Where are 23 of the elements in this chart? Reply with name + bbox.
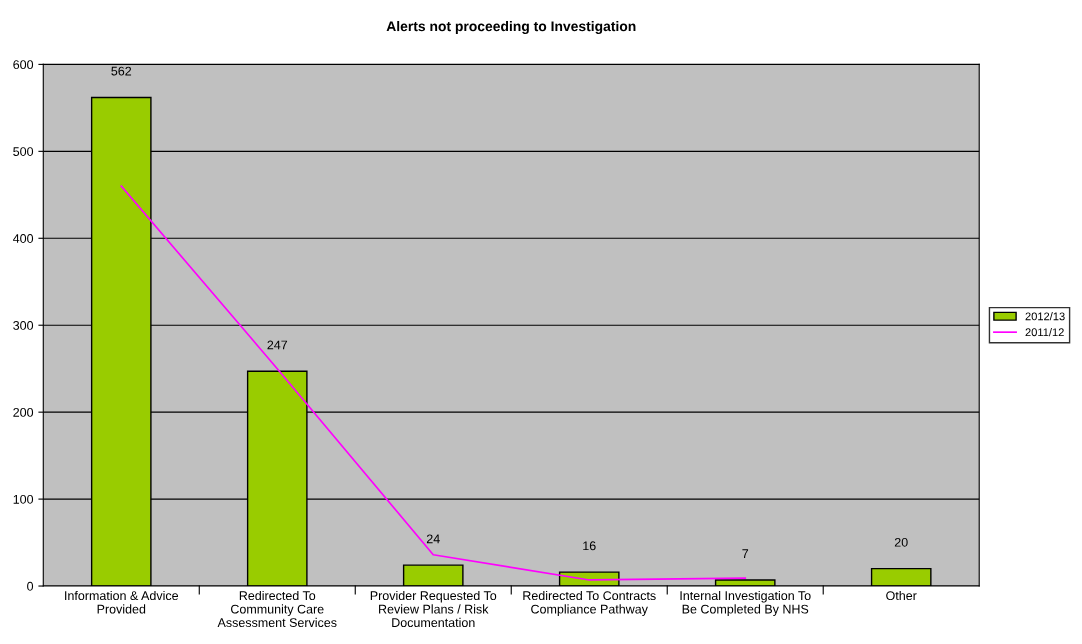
- y-tick-label: 500: [13, 147, 34, 156]
- legend-label: 2012/13: [1025, 312, 1065, 321]
- x-tick-label: Provider Requested To Review Plans / Risk Documentation: [370, 590, 497, 628]
- y-tick-label: 100: [13, 494, 34, 504]
- y-tick-label: 400: [12, 234, 34, 243]
- y-tick-label: 600: [13, 60, 34, 70]
- x-tick-label: Other: [886, 590, 917, 601]
- x-tick-label: Redirected To Community Care Assessment Services: [217, 590, 337, 628]
- chart-title: Alerts not proceeding to Investigation: [386, 21, 636, 35]
- y-tick-label: 0: [27, 581, 34, 591]
- y-tick-label: 200: [13, 407, 34, 417]
- data-label: 247: [267, 340, 288, 350]
- x-tick-label: Internal Investigation To Be Completed By NHS: [680, 590, 811, 617]
- line-series: [120, 185, 747, 581]
- data-label: 20: [894, 537, 908, 547]
- data-label: 16: [583, 541, 596, 551]
- data-label: 24: [426, 534, 440, 544]
- data-label: 562: [111, 66, 132, 76]
- data-label: 7: [742, 549, 749, 558]
- y-tick-label: 300: [13, 321, 34, 330]
- x-tick-label: Information & Advice Provided: [65, 590, 179, 614]
- x-tick-label: Redirected To Contracts Compliance Pathway: [523, 590, 656, 617]
- legend-label: 2011/12: [1025, 328, 1064, 337]
